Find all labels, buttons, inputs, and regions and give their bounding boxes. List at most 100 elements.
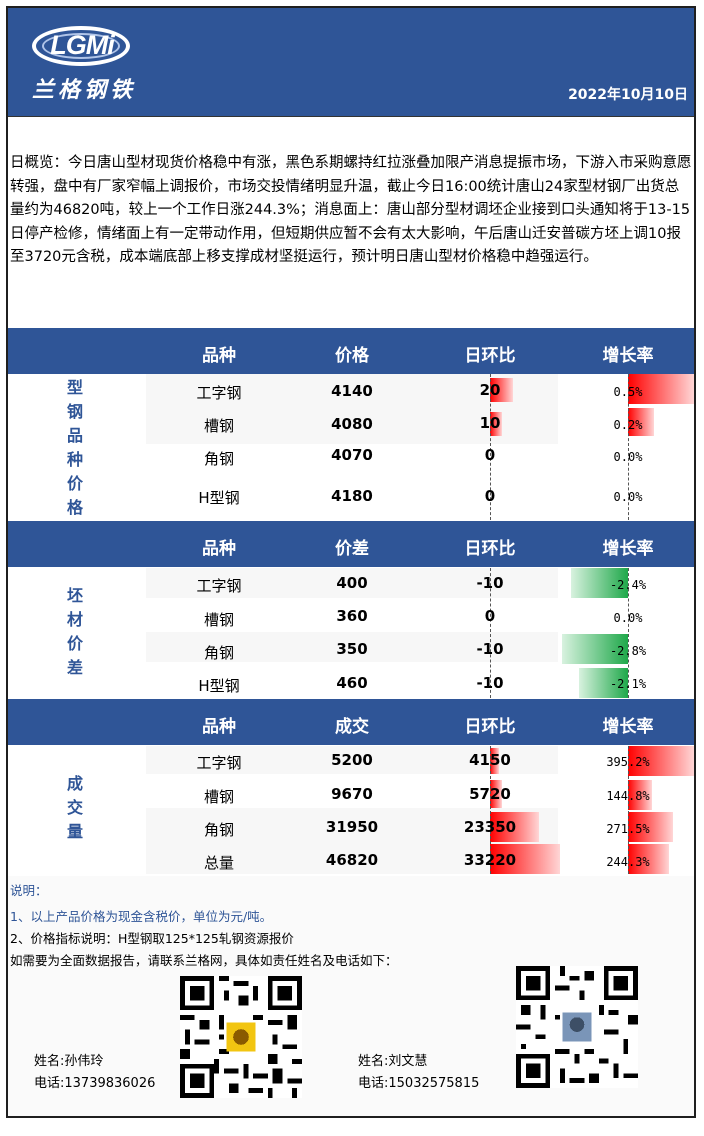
col-daily-change: 日环比 [464, 346, 516, 366]
row-band [146, 374, 558, 444]
change-bar [490, 780, 503, 808]
col-variety: 品种 [202, 539, 236, 559]
col-growth-rate: 增长率 [602, 346, 654, 366]
row-value: 5200 [331, 751, 373, 769]
row-band [146, 568, 558, 598]
footer-notes: 说明： 1、以上产品价格为现金含税价，单位为元/吨。 2、价格指标说明：H型钢取… [8, 876, 694, 1116]
row-name: 槽钢 [203, 417, 234, 435]
change-bar [490, 812, 540, 842]
row-change: 20 [479, 381, 501, 399]
notes-title: 说明： [10, 883, 48, 898]
row-rate: 395.2% [606, 755, 650, 769]
row-change: 0 [484, 487, 496, 505]
row-value: 9670 [331, 785, 373, 803]
row-name: H型钢 [198, 677, 240, 695]
row-value: 4140 [331, 382, 373, 400]
daily-overview: 日概览：今日唐山型材现货价格稳中有涨，黑色系期螺持红拉涨叠加限产消息提振市场，下… [10, 155, 692, 265]
rate-bar [578, 668, 628, 698]
rate-axis [628, 568, 629, 698]
side-label-spread: 坯材价差 [66, 586, 83, 677]
rate-bar [628, 408, 655, 436]
contact-2-phone: 电话:15032575815 [358, 1076, 480, 1091]
col-growth-rate: 增长率 [602, 717, 654, 737]
row-band [146, 746, 558, 774]
col-growth-rate: 增长率 [602, 539, 654, 559]
change-bar [490, 844, 560, 874]
logo-icon [32, 26, 130, 66]
change-bar [490, 748, 499, 774]
rate-bar [628, 374, 694, 404]
contact-1-phone: 电话:13739836026 [34, 1076, 156, 1091]
row-change: -10 [476, 674, 504, 692]
change-bar [490, 412, 502, 436]
note-3: 如需要为全面数据报告，请联系兰格网，具体如责任姓名及电话如下： [10, 953, 398, 968]
row-name: 角钢 [203, 644, 234, 662]
row-value: 460 [336, 674, 368, 692]
divider [8, 116, 694, 117]
row-change: 4150 [469, 751, 511, 769]
row-change: 5720 [469, 785, 511, 803]
row-rate: 0.0% [613, 611, 643, 625]
side-label-price: 型钢品种价格 [66, 378, 83, 517]
col-daily-change: 日环比 [464, 539, 516, 559]
row-rate: 244.3% [606, 855, 650, 869]
rate-axis [628, 374, 629, 520]
row-change: 0 [484, 607, 496, 625]
row-rate: 0.5% [613, 385, 643, 399]
row-band [146, 808, 558, 874]
row-value: 4080 [331, 415, 373, 433]
contact-2-name: 姓名:刘文慧 [358, 1054, 428, 1069]
row-name: 工字钢 [196, 384, 242, 402]
side-label-volume: 成交量 [66, 774, 83, 841]
col-daily-change: 日环比 [464, 717, 516, 737]
rate-bar [628, 844, 669, 874]
note-1: 1、以上产品价格为现金含税价，单位为元/吨。 [10, 909, 273, 924]
col-volume: 成交 [335, 717, 369, 737]
rate-bar [562, 634, 628, 664]
rate-bar [628, 812, 674, 842]
section-header-spread: 品种 价差 日环比 增长率 [8, 521, 694, 567]
row-value: 350 [336, 640, 368, 658]
rate-bar [628, 746, 694, 776]
logo-cn: 兰格钢铁 [32, 77, 137, 103]
report-date: 2022年10月10日 [568, 87, 688, 103]
row-rate: 271.5% [606, 822, 650, 836]
row-name: 角钢 [203, 450, 234, 468]
row-value: 31950 [325, 818, 379, 836]
row-change: 33220 [463, 851, 517, 869]
row-rate: 0.0% [613, 490, 643, 504]
row-name: 槽钢 [203, 611, 234, 629]
row-rate: 0.2% [613, 418, 643, 432]
row-band [146, 632, 558, 662]
row-rate: 0.0% [613, 450, 643, 464]
row-name: 槽钢 [203, 788, 234, 806]
row-value: 360 [336, 607, 368, 625]
col-spread: 价差 [335, 539, 369, 559]
col-price: 价格 [335, 346, 369, 366]
change-bar [490, 378, 514, 402]
row-change: -10 [476, 574, 504, 592]
change-axis [490, 374, 491, 520]
row-rate: -2.1% [609, 677, 647, 691]
qr-code-icon [180, 976, 302, 1098]
row-change: 23350 [463, 818, 517, 836]
contact-1-name: 姓名:孙伟玲 [34, 1054, 104, 1069]
qr-code-icon [516, 966, 638, 1088]
section-header-price: 品种 价格 日环比 增长率 [8, 328, 694, 374]
header-banner: LGMi 兰格钢铁 2022年10月10日 [8, 8, 694, 116]
row-rate: 144.8% [606, 789, 650, 803]
row-rate: -2.4% [609, 578, 647, 592]
row-name: 工字钢 [196, 577, 242, 595]
row-value: 400 [336, 574, 368, 592]
row-rate: -2.8% [609, 644, 647, 658]
row-value: 4070 [331, 446, 373, 464]
row-name: H型钢 [198, 489, 240, 507]
col-variety: 品种 [202, 717, 236, 737]
report-frame: LGMi 兰格钢铁 2022年10月10日 日概览：今日唐山型材现货价格稳中有涨… [6, 6, 696, 1118]
change-axis [490, 568, 491, 698]
change-axis [490, 746, 491, 874]
row-change: -10 [476, 640, 504, 658]
rate-axis [628, 746, 629, 874]
row-name: 角钢 [203, 821, 234, 839]
row-change: 10 [479, 414, 501, 432]
